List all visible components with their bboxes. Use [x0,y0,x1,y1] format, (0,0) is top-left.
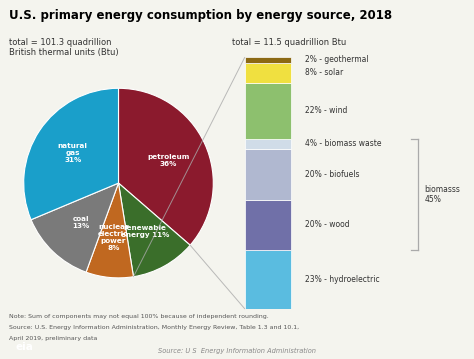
Text: Note: Sum of components may not equal 100% because of independent rounding.: Note: Sum of components may not equal 10… [9,314,269,319]
Text: 20% - biofuels: 20% - biofuels [305,170,360,179]
Text: April 2019, preliminary data: April 2019, preliminary data [9,336,98,341]
Text: U.S. primary energy consumption by energy source, 2018: U.S. primary energy consumption by energ… [9,9,392,22]
Text: biomasss
45%: biomasss 45% [425,185,461,204]
Text: 23% - hydroelectric: 23% - hydroelectric [305,275,380,284]
Text: 20% - wood: 20% - wood [305,220,350,229]
Wedge shape [118,88,213,245]
Wedge shape [24,88,119,220]
Text: 22% - wind: 22% - wind [305,106,347,115]
Bar [245,62,291,83]
Text: 4% - biomass waste: 4% - biomass waste [305,139,382,148]
Text: Source: U S  Energy Information Administration: Source: U S Energy Information Administr… [158,348,316,354]
Text: total = 101.3 quadrillion
British thermal units (Btu): total = 101.3 quadrillion British therma… [9,38,119,57]
Text: nuclear
electric
power
8%: nuclear electric power 8% [98,224,128,251]
Text: 8% - solar: 8% - solar [305,68,344,77]
Wedge shape [31,183,118,272]
Wedge shape [118,183,190,277]
Bar [245,149,291,200]
Text: renewable
energy 11%: renewable energy 11% [121,225,169,238]
Bar [245,139,291,149]
Text: petroleum
36%: petroleum 36% [147,154,190,167]
Bar [245,83,291,139]
Bar [245,250,291,309]
Bar [245,200,291,250]
Text: total = 11.5 quadrillion Btu: total = 11.5 quadrillion Btu [232,38,346,47]
Text: 2% - geothermal: 2% - geothermal [305,56,369,65]
Text: natural
gas
31%: natural gas 31% [58,143,88,163]
Text: coal
13%: coal 13% [72,216,89,229]
Text: eia: eia [16,341,34,351]
Text: Source: U.S. Energy Information Administration, Monthly Energy Review, Table 1.3: Source: U.S. Energy Information Administ… [9,325,300,330]
Wedge shape [86,183,134,278]
Bar [245,57,291,62]
